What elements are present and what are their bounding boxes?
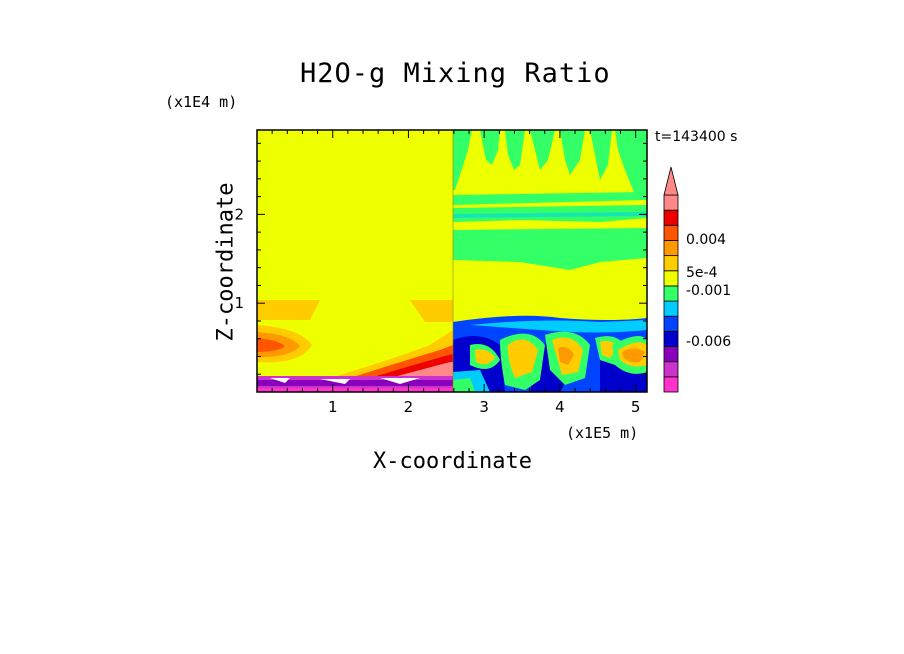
y-axis-ticks: 12	[234, 142, 647, 375]
colorbar-label: -0.001	[686, 283, 731, 299]
chart-title: H2O-g Mixing Ratio	[300, 58, 611, 89]
colorbar-segment	[663, 240, 679, 257]
colorbar-label: -0.006	[686, 334, 731, 350]
colorbar-segment	[663, 194, 679, 211]
timestamp-label: t=143400 s	[655, 129, 738, 145]
colorbar-segment	[663, 315, 679, 332]
x-tick-label: 2	[404, 398, 414, 416]
plumes	[453, 331, 647, 392]
colorbar-label: 5e-4	[686, 265, 718, 281]
colorbar-extend-triangle	[663, 166, 679, 196]
x-axis-label: X-coordinate	[373, 449, 532, 474]
colorbar-segment	[663, 346, 679, 363]
colorbar-label: 0.004	[686, 232, 726, 248]
region-upper-wisps	[453, 130, 647, 205]
contour-field	[257, 130, 647, 392]
colorbar-segment	[663, 255, 679, 272]
colorbar: 0.004 5e-4 -0.001 -0.006	[663, 166, 731, 393]
band-middle	[453, 228, 647, 270]
x-tick-label: 3	[479, 398, 489, 416]
y-tick-label: 2	[234, 205, 244, 223]
colorbar-segment	[663, 209, 679, 226]
y-tick-label: 1	[234, 294, 244, 312]
colorbar-segment	[663, 285, 679, 302]
region-upper-left-orange	[257, 300, 320, 320]
colorbar-segment	[663, 361, 679, 378]
colorbar-segment	[663, 300, 679, 317]
plot-frame	[256, 129, 648, 393]
colorbar-segment	[663, 270, 679, 287]
x-axis-ticks: 1 2 3 4 5	[271, 130, 641, 416]
y-axis-unit: (x1E4 m)	[165, 93, 238, 111]
colorbar-segment	[663, 376, 679, 393]
colorbar-segment	[663, 224, 679, 241]
x-tick-label: 5	[631, 398, 641, 416]
x-tick-label: 1	[328, 398, 338, 416]
colorbar-segment	[663, 330, 679, 347]
x-axis-unit: (x1E5 m)	[566, 424, 639, 442]
x-tick-label: 4	[555, 398, 565, 416]
